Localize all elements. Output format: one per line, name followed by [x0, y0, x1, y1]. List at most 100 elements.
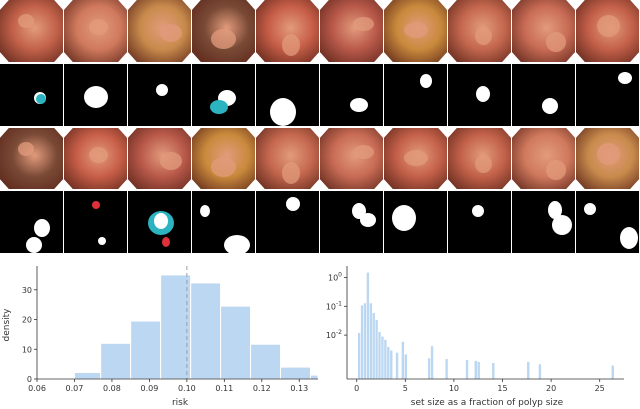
mask-region: [584, 203, 596, 215]
histogram-bar: [130, 320, 162, 380]
predicted-mask: [384, 64, 447, 126]
predicted-mask: [192, 191, 255, 253]
set-size-histogram-bars: [357, 272, 615, 380]
histogram-bar: [444, 358, 449, 380]
endoscopy-image: [0, 0, 63, 62]
mask-region: [200, 205, 210, 217]
predicted-mask: [0, 191, 63, 253]
y-tick-label: 0: [27, 375, 32, 384]
histogram-bar: [73, 371, 102, 380]
histogram-bar: [401, 341, 405, 380]
histogram-bar: [389, 349, 393, 380]
predicted-mask: [64, 64, 127, 126]
predicted-mask: [576, 64, 639, 126]
predicted-mask: [192, 64, 255, 126]
y-tick-label: 100: [328, 271, 342, 282]
false-positive-region: [162, 237, 170, 247]
endoscopy-image: [128, 0, 191, 62]
x-tick-label: 0: [354, 384, 359, 393]
mask-region: [350, 98, 368, 112]
predicted-mask: [256, 64, 319, 126]
predicted-mask: [320, 191, 383, 253]
risk-histogram-axes: 0.06 0.07 0.08 0.09 0.10 0.11 0.12 0.13 0 10 20 30: [22, 266, 318, 393]
set-size-histogram-axes: 0 5 10 15 20 25 100 10-1 10-2: [326, 266, 624, 393]
mask-region: [548, 201, 562, 219]
x-tick-label: 10: [449, 384, 459, 393]
mask-region: [34, 219, 50, 237]
mask-region: [84, 86, 108, 108]
endoscopy-image: [512, 0, 575, 62]
x-tick-label: 0.12: [253, 384, 271, 393]
predicted-mask: [384, 191, 447, 253]
histogram-bar: [427, 357, 431, 380]
endoscopy-image: [320, 0, 383, 62]
endoscopy-image: [320, 128, 383, 189]
endoscopy-image: [128, 128, 191, 189]
mask-region: [552, 215, 572, 235]
false-negative-region: [210, 100, 228, 114]
mask-region: [26, 237, 42, 253]
risk-histogram: 0.06 0.07 0.08 0.09 0.10 0.11 0.12 0.130102030 …: [2, 266, 319, 408]
endoscopy-image: [448, 128, 511, 189]
endoscopy-image: [64, 128, 127, 189]
histogram-bar: [220, 305, 252, 380]
x-axis-label: risk: [172, 398, 189, 408]
mask-region: [156, 84, 168, 96]
y-tick-label: 30: [22, 286, 32, 295]
mask-region: [620, 227, 638, 249]
histogram-bar: [611, 364, 615, 380]
x-tick-label: 0.11: [215, 384, 233, 393]
mask-region: [270, 98, 296, 126]
y-tick-label: 10: [22, 345, 32, 354]
predicted-mask: [256, 191, 319, 253]
endoscopy-image: [576, 128, 639, 189]
mask-region: [360, 213, 376, 227]
y-tick-label: 20: [22, 316, 32, 325]
false-positive-region: [92, 201, 100, 209]
histogram-bar: [160, 274, 192, 380]
histogram-bar: [538, 363, 542, 380]
predicted-mask: [448, 64, 511, 126]
endoscopy-image: [448, 0, 511, 62]
x-tick-label: 20: [546, 384, 556, 393]
histogram-bar: [357, 332, 361, 380]
x-tick-label: 15: [497, 384, 507, 393]
predicted-mask: [512, 64, 575, 126]
histogram-bar: [363, 302, 367, 380]
endoscopy-image: [64, 0, 127, 62]
histogram-bar: [377, 331, 382, 380]
histogram-bar: [383, 339, 388, 380]
x-tick-label: 0.08: [103, 384, 121, 393]
y-tick-label: 10-1: [326, 300, 342, 311]
endoscopy-image: [384, 0, 447, 62]
endoscopy-image: [512, 128, 575, 189]
histogram-bar: [366, 272, 370, 380]
histogram-bar: [190, 282, 222, 380]
mask-region: [98, 237, 106, 245]
histogram-bar: [476, 361, 481, 380]
endoscopy-image: [0, 128, 63, 189]
predicted-mask: [64, 191, 127, 253]
endoscopy-image: [192, 128, 255, 189]
histogram-bar: [280, 366, 312, 380]
x-tick-label: 0.07: [66, 384, 84, 393]
histogram-bar: [380, 336, 385, 380]
x-tick-label: 5: [403, 384, 408, 393]
histogram-bar: [310, 374, 319, 380]
endoscopy-image: [384, 128, 447, 189]
histogram-bar: [404, 353, 408, 380]
x-tick-label: 0.13: [290, 384, 308, 393]
histogram-bar: [372, 312, 376, 380]
risk-histogram-bars: [36, 274, 319, 380]
y-axis-label: density: [2, 308, 12, 342]
histogram-bar: [250, 343, 282, 380]
mask-region: [476, 86, 490, 102]
mask-region: [472, 205, 484, 217]
histogram-bar: [395, 352, 399, 380]
false-negative-region: [36, 94, 46, 104]
histogram-bar: [369, 302, 373, 380]
predicted-mask: [512, 191, 575, 253]
y-tick-label: 10-2: [326, 329, 342, 340]
mask-region: [420, 74, 432, 88]
x-tick-label: 0.06: [28, 384, 46, 393]
